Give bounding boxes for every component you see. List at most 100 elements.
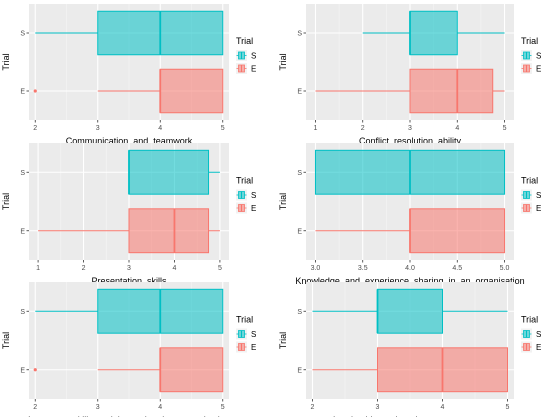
x-tick-label: 2 (311, 404, 315, 411)
y-tick-label: S (297, 170, 302, 177)
x-tick-label: 3.5 (358, 265, 368, 272)
x-tick-label: 2 (33, 125, 37, 132)
x-tick-label: 3 (127, 265, 131, 272)
outlier-point (33, 89, 37, 93)
y-tick-label: S (297, 31, 302, 38)
y-tick-label: E (297, 367, 302, 374)
chart-panel-2: 1 2 3 4 5ESConflict_resolution_abilityTrialT… (278, 4, 541, 146)
legend-label-s: S (251, 191, 256, 200)
y-axis-title: Trial (278, 193, 288, 210)
box-e (38, 208, 220, 254)
y-axis-title: Trial (1, 193, 11, 210)
legend-label-s: S (251, 52, 256, 61)
legend-label-e: E (536, 65, 541, 74)
box-s (312, 288, 508, 334)
chart-panel-4: 3.0 3.5 4.0 4.5 5.0ESKnowledge_and_experienc… (278, 143, 541, 286)
legend-label-s: S (536, 330, 541, 339)
x-tick-label: 4 (173, 265, 177, 272)
x-tick-label: 3.0 (311, 265, 321, 272)
outlier-point (33, 368, 37, 372)
legend-label-s: S (536, 52, 541, 61)
x-tick-label: 5.0 (500, 265, 510, 272)
legend-label-e: E (251, 343, 256, 352)
x-axis-title: Conflict_resolution_ability (359, 136, 462, 146)
x-tick-label: 4.5 (452, 265, 462, 272)
x-axis-title: Presentation_skills (91, 276, 167, 286)
box-iqr (159, 68, 224, 114)
x-tick-label: 1 (36, 265, 40, 272)
legend: Trial SE (521, 36, 541, 74)
box-s (128, 149, 220, 195)
x-tick-label: 3 (96, 125, 100, 132)
box-iqr (159, 347, 224, 393)
x-axis-title: Leadership_and_project_management (333, 415, 488, 417)
box-s (35, 10, 224, 56)
legend-title: Trial (521, 315, 538, 325)
box-iqr (377, 288, 443, 334)
legend-label-e: E (251, 204, 256, 213)
y-tick-label: E (20, 228, 25, 235)
box-s (314, 149, 506, 195)
x-tick-label: 3 (408, 125, 412, 132)
x-axis-title: Language_skills_and_intercultural_commun… (28, 415, 230, 417)
chart-panel-6: 2345ESLeadership_and_project_managementT… (278, 282, 541, 417)
legend-label-s: S (251, 330, 256, 339)
legend-label-s: S (536, 191, 541, 200)
x-tick-label: 1 (314, 125, 318, 132)
legend-title: Trial (236, 36, 253, 46)
box-s (362, 10, 505, 56)
box-s (35, 288, 224, 334)
box-iqr (128, 149, 210, 195)
y-tick-label: S (20, 31, 25, 38)
legend-label-e: E (536, 343, 541, 352)
x-tick-label: 5 (506, 404, 510, 411)
y-tick-label: S (20, 309, 25, 316)
x-tick-label: 5 (218, 265, 222, 272)
x-axis-title: Communication_and_teamwork (66, 136, 193, 146)
y-axis-title: Trial (278, 53, 288, 70)
x-axis-title: Knowledge_and_experience_sharing_in_an_o… (295, 276, 524, 286)
x-tick-label: 4.0 (405, 265, 415, 272)
x-tick-label: 4 (455, 125, 459, 132)
y-tick-label: S (297, 309, 302, 316)
y-axis-title: Trial (1, 53, 11, 70)
box-e (315, 208, 506, 254)
y-axis-title: Trial (278, 332, 288, 349)
box-e (312, 347, 508, 393)
y-axis-title: Trial (1, 332, 11, 349)
y-tick-label: E (20, 89, 25, 96)
box-iqr (128, 208, 210, 254)
box-iqr (409, 10, 458, 56)
legend: Trial SE (236, 176, 256, 214)
x-tick-label: 4 (441, 404, 445, 411)
y-tick-label: E (297, 89, 302, 96)
chart-panel-5: 2345ESLanguage_skills_and_intercultural_… (1, 282, 256, 417)
legend: Trial SE (521, 315, 541, 353)
y-tick-label: E (297, 228, 302, 235)
legend-label-e: E (536, 204, 541, 213)
x-tick-label: 2 (361, 125, 365, 132)
x-tick-label: 4 (158, 404, 162, 411)
x-tick-label: 5 (503, 125, 507, 132)
x-tick-label: 3 (376, 404, 380, 411)
legend-title: Trial (521, 176, 538, 186)
y-tick-label: S (20, 170, 25, 177)
box-iqr (409, 208, 506, 254)
box-e (33, 68, 224, 114)
box-e (315, 68, 505, 114)
y-tick-label: E (20, 367, 25, 374)
x-tick-label: 2 (33, 404, 37, 411)
x-tick-label: 5 (221, 404, 225, 411)
legend: Trial SE (236, 36, 256, 74)
box-e (33, 347, 224, 393)
legend-label-e: E (251, 65, 256, 74)
chart-panel-1: 2 3 4 5ESCommunication_and_teamworkTrialTri… (1, 4, 256, 146)
legend: Trial SE (521, 176, 541, 214)
x-tick-label: 5 (221, 125, 225, 132)
legend: Trial SE (236, 315, 256, 353)
legend-title: Trial (521, 36, 538, 46)
legend-title: Trial (236, 176, 253, 186)
x-tick-label: 3 (96, 404, 100, 411)
